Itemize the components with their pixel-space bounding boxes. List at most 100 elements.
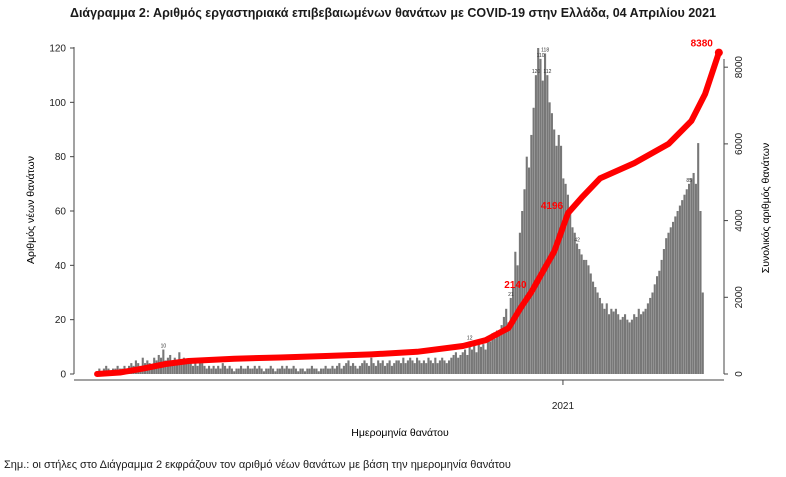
bar <box>699 211 702 374</box>
bar <box>315 368 318 374</box>
chart-plot-area: 0 20 40 60 80 100 120 0 2000 4000 6000 8000 2021 1… <box>25 39 772 439</box>
bar <box>336 365 339 374</box>
bar <box>660 259 663 374</box>
bar <box>150 365 153 374</box>
bar <box>182 357 185 374</box>
bar <box>253 365 256 374</box>
bar <box>272 368 275 374</box>
y-left-tick-label: 60 <box>55 207 67 218</box>
bar <box>662 249 665 374</box>
bar <box>395 360 398 374</box>
bar <box>427 357 430 374</box>
bar <box>285 365 288 374</box>
bar <box>640 314 643 374</box>
bar <box>582 259 585 374</box>
bar <box>532 107 535 375</box>
bar <box>676 211 679 374</box>
bar <box>470 349 473 374</box>
bar <box>292 365 295 374</box>
bar <box>390 365 393 374</box>
bar <box>281 365 284 374</box>
bar <box>331 365 334 374</box>
bar <box>372 363 375 374</box>
bar <box>685 189 688 374</box>
bar <box>406 360 409 374</box>
bar <box>409 357 412 374</box>
bar <box>212 365 215 374</box>
cumulative-point-labels: 2140 4196 8380 <box>504 39 713 291</box>
bar <box>486 335 489 374</box>
bar <box>301 368 304 374</box>
bar <box>333 368 336 374</box>
bar <box>690 178 693 374</box>
bar <box>436 363 439 374</box>
bar <box>420 363 423 374</box>
bar <box>610 308 613 374</box>
bar <box>413 363 416 374</box>
bar <box>290 368 293 374</box>
bar <box>521 211 524 374</box>
bar <box>667 232 670 374</box>
bar <box>187 360 190 374</box>
bar <box>196 365 199 374</box>
bar <box>338 363 341 374</box>
bar <box>601 303 604 374</box>
bar <box>598 297 601 374</box>
y-right-tick-label: 4000 <box>734 209 745 232</box>
bar-data-label: 21 <box>508 292 514 298</box>
bar <box>244 368 247 374</box>
cumulative-line-series <box>94 48 723 377</box>
cumulative-line <box>94 49 722 377</box>
bar <box>269 365 272 374</box>
bar <box>377 360 380 374</box>
bar <box>397 360 400 374</box>
bar <box>603 308 606 374</box>
bar <box>537 48 540 374</box>
bar <box>288 368 291 374</box>
bar <box>678 205 681 374</box>
bar <box>694 183 697 374</box>
bar <box>379 363 382 374</box>
bar <box>242 368 245 374</box>
bar <box>310 365 313 374</box>
x-tick-label: 2021 <box>552 401 575 412</box>
bar <box>692 172 695 374</box>
bar <box>624 314 627 374</box>
x-axis-title: Ημερομηνία θανάτου <box>351 427 449 439</box>
bar <box>502 316 505 374</box>
bar <box>493 338 496 374</box>
bar <box>361 363 364 374</box>
bar <box>548 102 551 374</box>
bar <box>208 365 211 374</box>
bar <box>546 75 549 375</box>
bar <box>411 360 414 374</box>
bar <box>534 75 537 375</box>
bar <box>644 308 647 374</box>
bar <box>637 308 640 374</box>
bar <box>628 322 631 374</box>
bar <box>464 349 467 374</box>
bar <box>235 368 238 374</box>
bar <box>352 363 355 374</box>
bar <box>557 134 560 374</box>
bar <box>194 363 197 374</box>
bar <box>443 360 446 374</box>
bar <box>265 368 268 374</box>
cumulative-point-label: 2140 <box>504 280 527 291</box>
bar <box>370 357 373 374</box>
chart-title: Διάγραμμα 2: Αριθμός εργαστηριακά επιβεβ… <box>69 6 717 20</box>
bar <box>484 349 487 374</box>
bar <box>283 368 286 374</box>
bar <box>176 360 179 374</box>
bar <box>226 368 229 374</box>
bar <box>461 352 464 374</box>
bar <box>576 243 579 374</box>
bar <box>363 360 366 374</box>
bar <box>233 371 236 374</box>
bar <box>304 371 307 374</box>
bar <box>205 368 208 374</box>
bar <box>630 319 633 374</box>
bar <box>482 344 485 374</box>
bar <box>422 360 425 374</box>
bar <box>224 365 227 374</box>
